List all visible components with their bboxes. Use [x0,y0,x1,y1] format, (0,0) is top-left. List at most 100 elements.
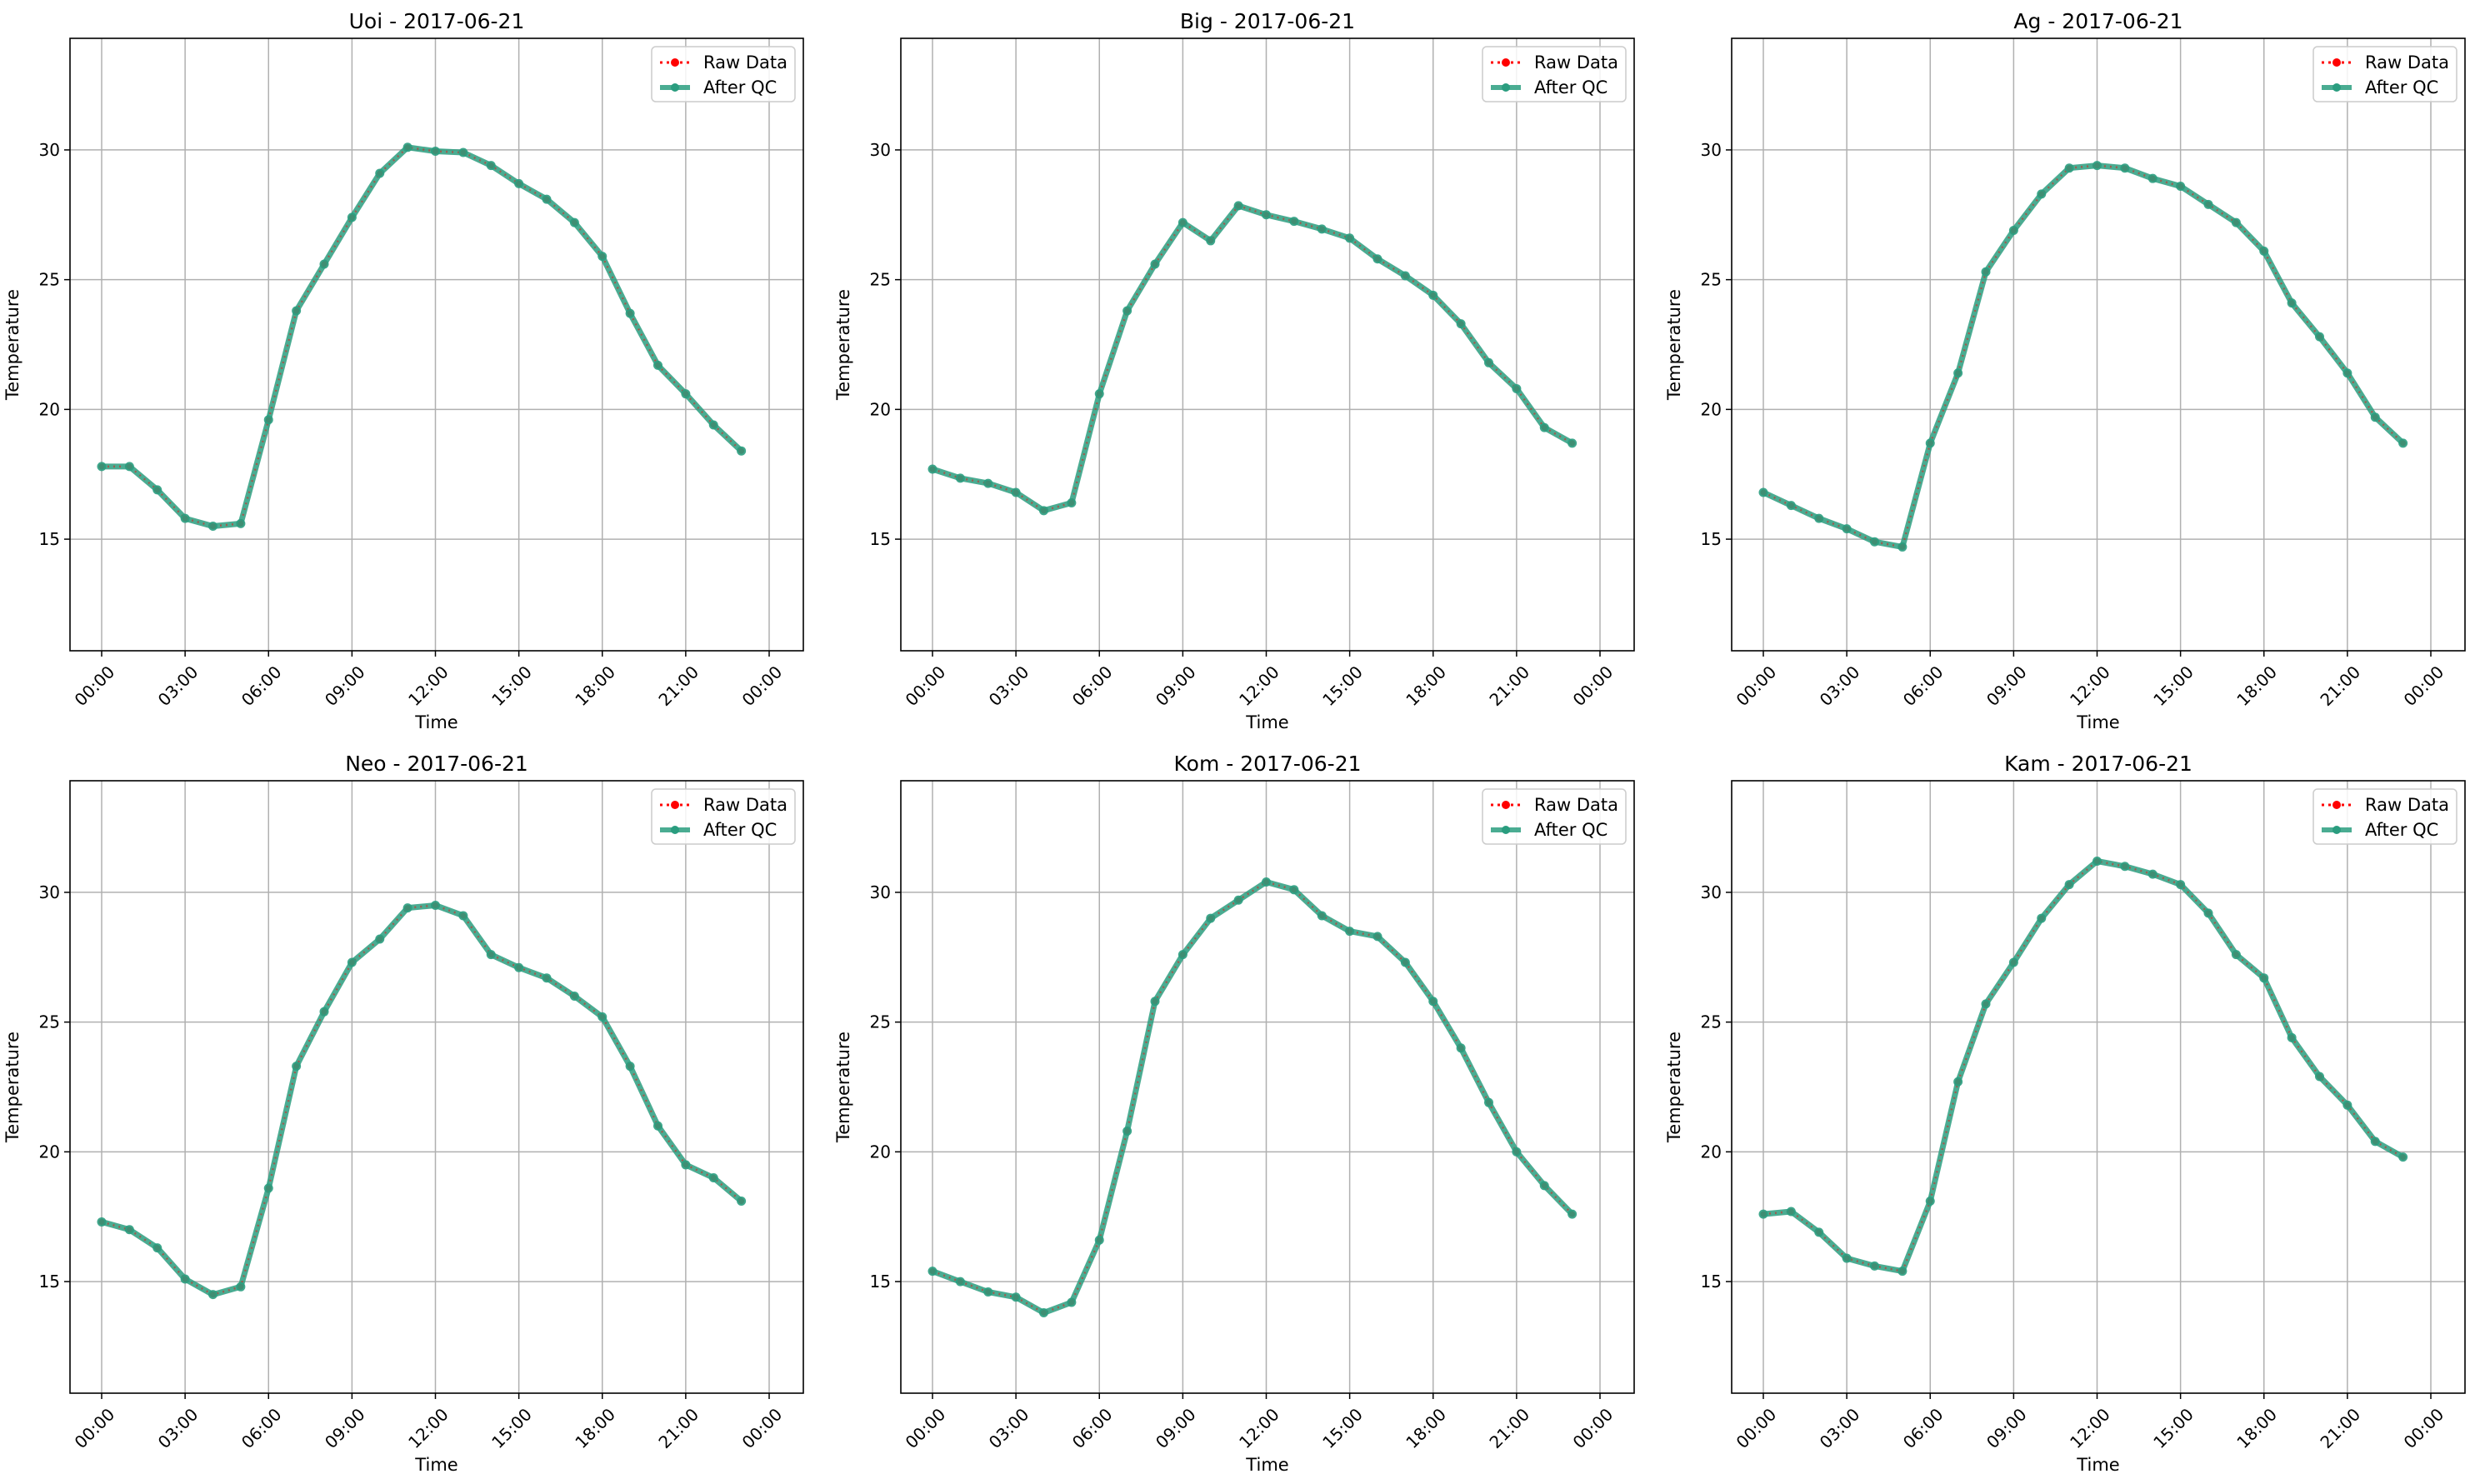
after-qc-point [1568,438,1578,448]
axes-frame [900,37,1635,652]
legend-qc-label: After QC [2365,77,2438,97]
x-tick-label: 00:00 [71,1404,119,1452]
after-qc-point [569,991,579,1001]
x-tick-label: 09:00 [1982,1404,2031,1452]
after-qc-point [1758,1209,1768,1219]
after-qc-point [458,147,468,157]
after-qc-point [1039,1307,1048,1317]
x-tick-label: 03:00 [1816,662,1864,710]
after-qc-point [375,168,385,178]
x-axis-label: Time [414,1455,458,1475]
legend-raw-marker [2332,801,2341,809]
after-qc-point [1317,224,1327,234]
legend-qc-marker [671,826,679,834]
series-raw-data-line [101,904,742,1297]
y-tick-label: 15 [39,529,60,549]
after-qc-point [1372,254,1382,264]
legend: Raw Data After QC [651,46,796,102]
x-tick-label: 00:00 [1569,1404,1618,1452]
x-axis-label: Time [1245,1455,1288,1475]
y-tick-label: 20 [1701,1142,1722,1162]
after-qc-point [1233,895,1243,905]
after-qc-point [1568,1209,1578,1219]
y-tick-label: 25 [39,270,60,290]
after-qc-point [263,415,273,425]
after-qc-point [983,478,993,488]
x-tick-label: 06:00 [1899,662,1948,710]
x-tick-label: 09:00 [321,1404,369,1452]
y-tick-label: 15 [1701,529,1722,549]
series-after-qc-line [98,902,745,1298]
x-tick-label: 09:00 [1152,1404,1200,1452]
after-qc-point [1150,997,1160,1007]
series-after-qc-line [1760,162,2407,550]
legend-qc-marker [2332,83,2341,92]
y-axis-label: Temperature [2,1032,22,1143]
after-qc-point [402,142,412,152]
after-qc-point [347,212,357,222]
after-qc-point [1814,513,1824,523]
legend: Raw Data After QC [2312,788,2458,845]
after-qc-point [1372,932,1382,942]
x-tick-label: 06:00 [1068,1404,1117,1452]
x-tick-label: 00:00 [2400,662,2448,710]
subplot-5: 00:00 03:00 06:00 09:00 12:00 15:00 18:00 21:00… [833,752,1635,1475]
after-qc-point [1094,1235,1104,1245]
legend-qc-label: After QC [703,77,777,97]
after-qc-point [2370,1137,2380,1147]
x-tick-label: 21:00 [1485,662,1533,710]
x-tick-label: 15:00 [488,1404,536,1452]
after-qc-point [681,389,691,399]
y-axis-label: Temperature [2,289,22,401]
series-after-qc-line [929,202,1576,514]
legend-raw-marker [1502,58,1510,67]
after-qc-point [2008,957,2018,967]
after-qc-point [319,1007,329,1017]
after-qc-point [928,464,938,474]
after-qc-point [1842,524,1852,534]
after-qc-point [1067,1297,1077,1307]
after-qc-point [2064,163,2074,173]
x-tick-label: 15:00 [2149,1404,2198,1452]
after-qc-point [1122,306,1132,316]
after-qc-point [236,1282,246,1292]
legend-raw-marker [671,801,679,809]
x-tick-label: 00:00 [1732,1404,1781,1452]
axes-frame [69,780,804,1394]
after-qc-point [2370,412,2380,422]
series-raw-data-line [932,204,1573,512]
x-tick-label: 18:00 [1402,662,1450,710]
y-tick-label: 30 [1701,140,1722,160]
x-tick-label: 15:00 [1318,1404,1367,1452]
after-qc-point [1814,1227,1824,1237]
y-tick-label: 30 [1701,882,1722,902]
after-qc-point [1039,506,1048,516]
y-axis-label: Temperature [1664,1032,1684,1143]
after-qc-point [737,446,747,456]
legend: Raw Data After QC [1482,788,1627,845]
legend: Raw Data After QC [1482,46,1627,102]
y-tick-label: 20 [39,1142,60,1162]
after-qc-point [681,1160,691,1170]
after-qc-point [2398,1152,2408,1162]
after-qc-point [1842,1253,1852,1263]
x-tick-label: 03:00 [154,662,202,710]
axes-frame [1731,780,2466,1394]
after-qc-point [1206,913,1216,923]
x-tick-label: 18:00 [2232,662,2281,710]
after-qc-point [2176,880,2186,890]
after-qc-point [2398,438,2408,448]
after-qc-point [236,518,246,528]
x-tick-label: 03:00 [985,1404,1033,1452]
y-tick-label: 25 [870,1012,891,1032]
subplot-1: 00:00 03:00 06:00 09:00 12:00 15:00 18:00 21:00… [2,9,804,732]
after-qc-point [1870,1261,1879,1271]
after-qc-point [2176,182,2186,192]
legend-raw-marker [671,58,679,67]
legend-raw-label: Raw Data [1534,52,1618,72]
after-qc-point [124,462,134,472]
x-tick-label: 12:00 [1235,662,1283,710]
x-tick-label: 12:00 [2066,662,2114,710]
y-tick-label: 20 [870,399,891,419]
